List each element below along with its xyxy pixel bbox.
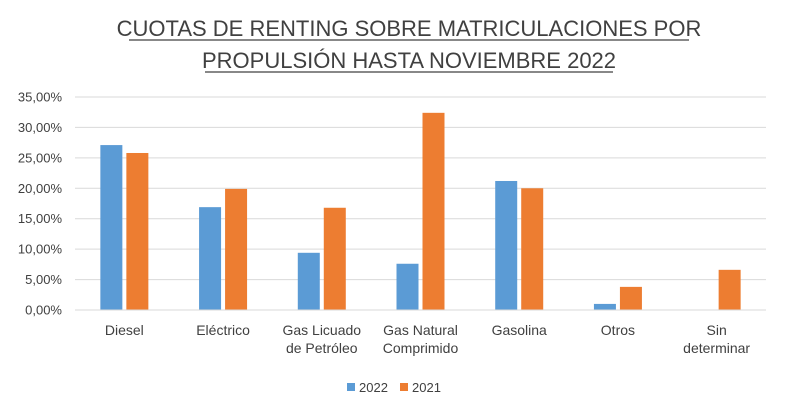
category-label: Gas Licuado — [282, 322, 361, 338]
y-tick-label: 0,00% — [25, 303, 62, 318]
category-label: Eléctrico — [196, 322, 250, 338]
category-label: Gasolina — [492, 322, 547, 338]
category-label: Sin — [707, 322, 727, 338]
bar-2022 — [495, 180, 518, 310]
y-tick-label: 15,00% — [18, 211, 63, 226]
y-tick-label: 35,00% — [18, 90, 63, 105]
bar-2021 — [619, 286, 642, 310]
category-labels: Diesel Eléctrico Gas Licuado de Petróleo Gas… — [105, 322, 751, 356]
category-label: Comprimido — [383, 340, 459, 356]
bars — [100, 112, 741, 310]
category-label: determinar — [683, 340, 750, 356]
y-tick-label: 30,00% — [18, 120, 63, 135]
bar-2021 — [718, 269, 741, 310]
legend-label-2022: 2022 — [359, 380, 388, 395]
bar-2022 — [100, 145, 123, 310]
y-tick-label: 10,00% — [18, 242, 63, 257]
legend-swatch-2022 — [347, 383, 355, 391]
chart-title-line-1: CUOTAS DE RENTING SOBRE MATRICULACIONES … — [117, 16, 702, 41]
bar-2021 — [225, 188, 248, 310]
bar-2022 — [199, 207, 222, 310]
legend-swatch-2021 — [400, 383, 408, 391]
bar-2022 — [593, 303, 616, 310]
category-label: Diesel — [105, 322, 144, 338]
bar-2021 — [126, 152, 149, 310]
legend: 2022 2021 — [347, 380, 441, 395]
bar-2022 — [396, 263, 419, 310]
y-tick-label: 25,00% — [18, 150, 63, 165]
gridlines — [75, 96, 766, 281]
category-label: Otros — [601, 322, 635, 338]
bar-2021 — [323, 207, 346, 310]
bar-2021 — [521, 188, 544, 310]
bar-2021 — [422, 112, 445, 310]
category-label: Gas Natural — [383, 322, 458, 338]
y-tick-label: 20,00% — [18, 181, 63, 196]
chart-title-line-2: PROPULSIÓN HASTA NOVIEMBRE 2022 — [202, 48, 616, 73]
category-label: de Petróleo — [286, 340, 358, 356]
y-axis-ticks: 0,00% 5,00% 10,00% 15,00% 20,00% 25,00% 30,00%… — [18, 90, 63, 318]
bar-2022 — [297, 252, 320, 310]
y-tick-label: 5,00% — [25, 272, 62, 287]
legend-label-2021: 2021 — [412, 380, 441, 395]
